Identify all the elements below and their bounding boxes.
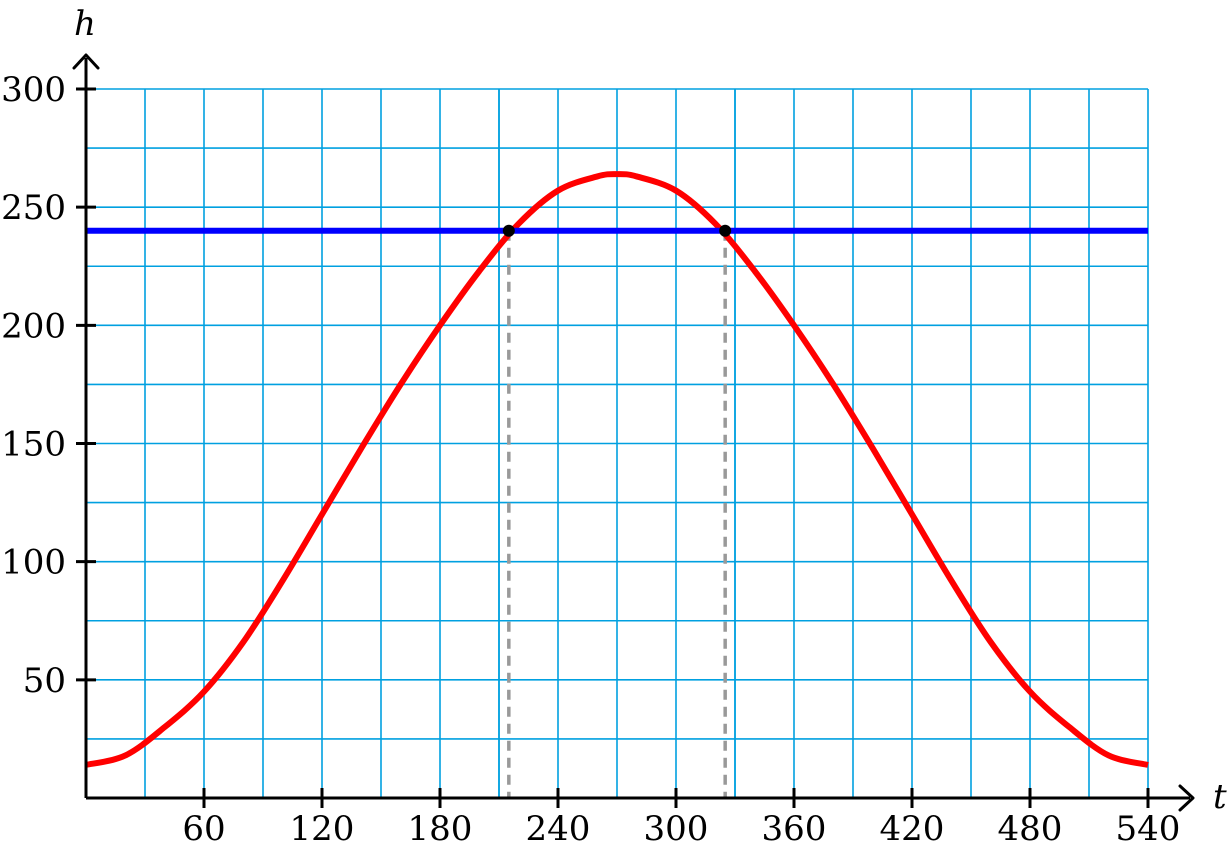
- x-axis-arrow: [1178, 784, 1195, 812]
- x-tick-label: 420: [880, 809, 945, 842]
- y-tick-label: 50: [23, 661, 66, 701]
- y-tick-label: 100: [1, 543, 66, 583]
- grid: [86, 88, 1149, 798]
- dashed-guides: [507, 230, 727, 798]
- y-tick-label: 300: [1, 70, 66, 110]
- y-axis-arrow: [72, 53, 100, 70]
- x-tick-label: 300: [644, 809, 709, 842]
- x-tick-label: 480: [998, 809, 1063, 842]
- axes: [72, 53, 1195, 812]
- intersection-points: [502, 224, 732, 237]
- y-tick-label: 200: [1, 306, 66, 346]
- tick-labels: 60 120 180 240 300 360 420 480 540 50 100 150 200 250…: [1, 70, 1180, 842]
- intersection-point: [502, 224, 515, 237]
- x-tick-label: 180: [408, 809, 473, 842]
- x-tick-label: 360: [762, 809, 827, 842]
- intersection-point: [719, 224, 732, 237]
- x-tick-label: 60: [182, 809, 225, 842]
- y-tick-label: 150: [1, 425, 66, 465]
- y-axis-title: h: [74, 4, 96, 44]
- x-tick-label: 120: [290, 809, 355, 842]
- series-layer: [85, 171, 1149, 768]
- x-tick-label: 540: [1116, 809, 1181, 842]
- series-line-curve: [85, 171, 1149, 768]
- y-tick-label: 250: [1, 188, 66, 228]
- x-axis-title: t: [1213, 777, 1227, 817]
- x-tick-label: 240: [526, 809, 591, 842]
